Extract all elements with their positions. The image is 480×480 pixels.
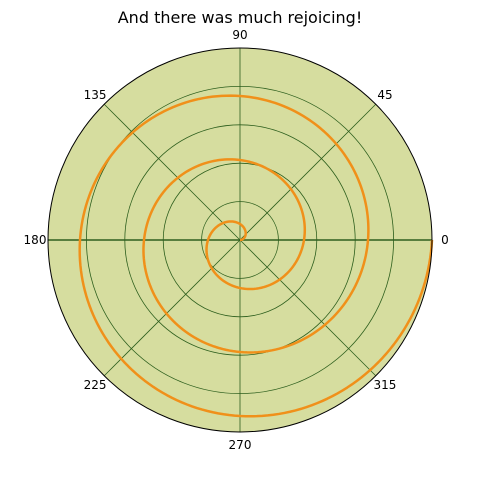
theta-tick-label-270: 270: [229, 438, 252, 452]
spiral-series-line: [78, 94, 434, 418]
chart-title: And there was much rejoicing!: [118, 8, 363, 27]
theta-gridline-315: [239, 239, 377, 377]
theta-tick-label-0: 0: [441, 233, 449, 247]
theta-gridline-45: [239, 103, 377, 241]
theta-tick-label-135: 135: [84, 88, 107, 102]
theta-gridline-135: [103, 103, 241, 241]
theta-gridline-225: [103, 239, 241, 377]
theta-tick-label-45: 45: [377, 88, 392, 102]
theta-tick-label-225: 225: [84, 378, 107, 392]
theta-tick-labels: 0 45 90 135 180 225 270 315: [24, 28, 449, 452]
theta-tick-label-90: 90: [232, 28, 247, 42]
plot-outline: [47, 47, 433, 433]
theta-tick-label-315: 315: [374, 378, 397, 392]
theta-tick-label-180: 180: [24, 233, 47, 247]
